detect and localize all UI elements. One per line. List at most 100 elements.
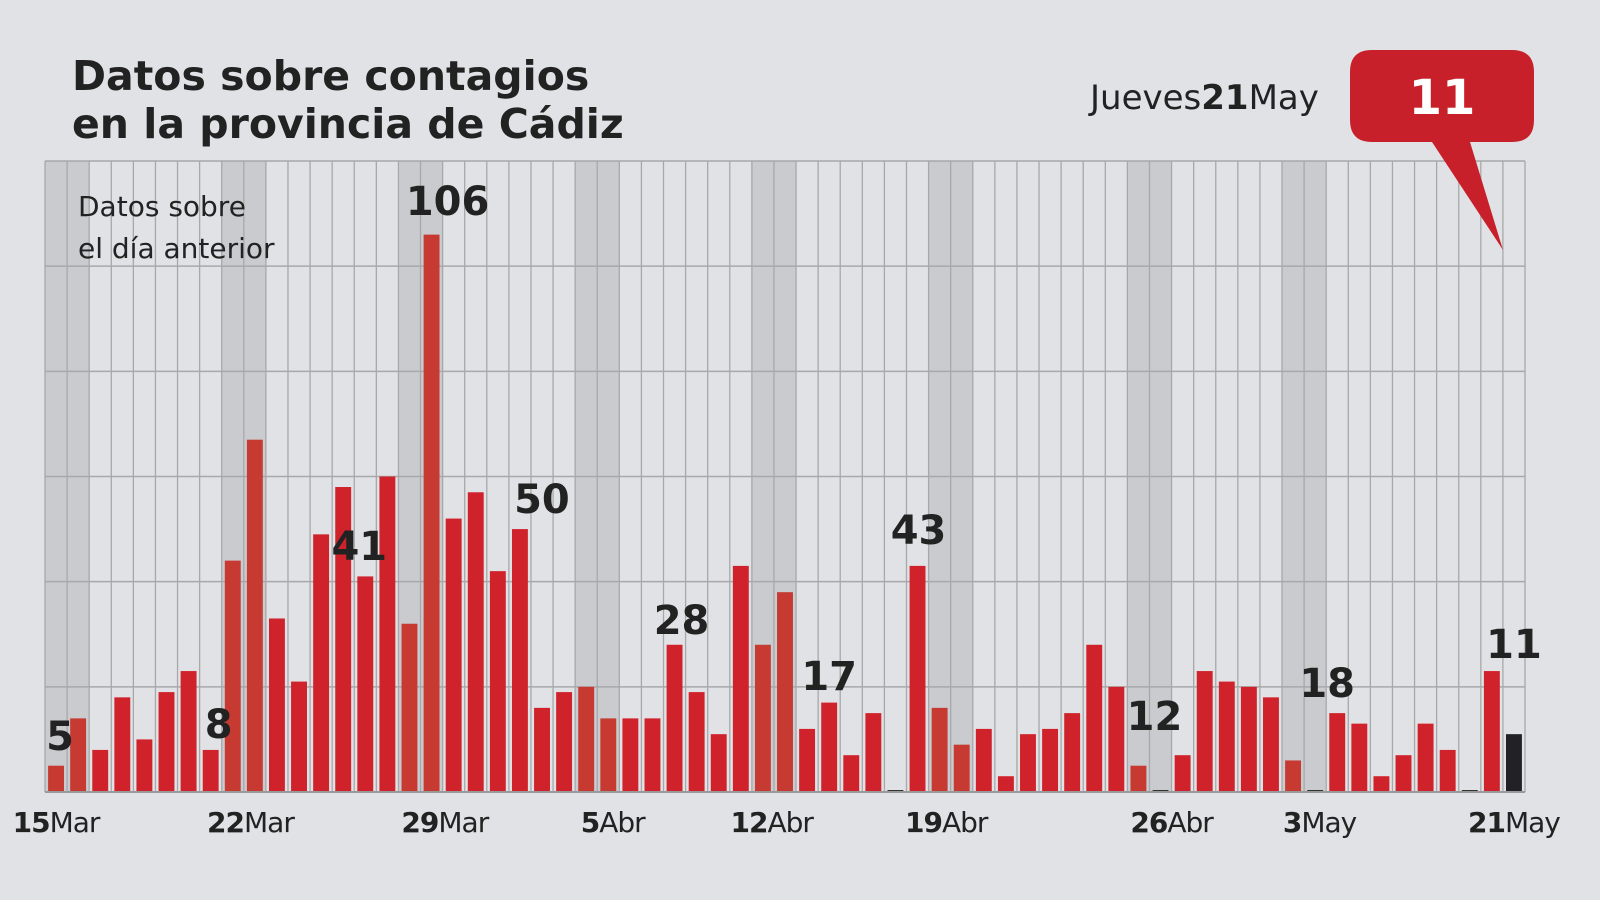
chart-title: Datos sobre contagios en la provincia de… bbox=[72, 52, 624, 148]
bar bbox=[246, 439, 263, 792]
x-tick-label: 26Abr bbox=[1130, 806, 1214, 839]
bar bbox=[688, 692, 705, 792]
tick-month: May bbox=[1505, 806, 1560, 839]
chart-subtitle: Datos sobre el día anterior bbox=[78, 186, 275, 270]
bar bbox=[710, 734, 727, 792]
bar bbox=[1483, 671, 1500, 792]
tick-month: Abr bbox=[768, 806, 815, 839]
data-label: 18 bbox=[1299, 661, 1355, 707]
tick-day: 21 bbox=[1468, 806, 1505, 839]
bar bbox=[467, 492, 484, 792]
bar bbox=[600, 718, 617, 792]
data-label: 12 bbox=[1127, 694, 1183, 740]
bar bbox=[821, 702, 838, 792]
bar bbox=[445, 518, 462, 792]
bar bbox=[578, 686, 595, 792]
bar bbox=[1086, 644, 1103, 792]
bar bbox=[909, 565, 926, 792]
tick-day: 29 bbox=[401, 806, 438, 839]
callout-bubble bbox=[1350, 50, 1534, 250]
dateline-weekday: Jueves bbox=[1090, 78, 1202, 118]
tick-day: 3 bbox=[1283, 806, 1301, 839]
bar bbox=[136, 739, 153, 792]
bar bbox=[1174, 755, 1191, 792]
bar bbox=[1263, 697, 1279, 792]
callout-value: 11 bbox=[1409, 70, 1476, 126]
data-label: 5 bbox=[46, 714, 74, 760]
bar bbox=[754, 644, 771, 792]
bar bbox=[732, 565, 749, 792]
dateline-day: 21 bbox=[1201, 78, 1249, 118]
tick-month: Abr bbox=[942, 806, 989, 839]
x-tick-label: 15Mar bbox=[13, 806, 101, 839]
title-line-1: Datos sobre contagios bbox=[72, 52, 590, 100]
bar bbox=[489, 571, 506, 792]
tick-day: 22 bbox=[207, 806, 244, 839]
bar bbox=[777, 592, 793, 792]
bar bbox=[357, 576, 374, 792]
bar bbox=[335, 487, 352, 792]
data-label: 41 bbox=[331, 524, 387, 570]
bar bbox=[48, 765, 64, 792]
bar bbox=[1506, 734, 1522, 792]
data-label: 8 bbox=[205, 702, 233, 748]
bar bbox=[953, 744, 970, 792]
bar bbox=[401, 623, 418, 792]
bar bbox=[1064, 713, 1081, 792]
bar bbox=[644, 718, 661, 792]
bar bbox=[92, 749, 109, 792]
x-tick-label: 5Abr bbox=[581, 806, 646, 839]
bar bbox=[511, 529, 528, 792]
bar bbox=[379, 476, 396, 792]
bar bbox=[313, 534, 330, 792]
tick-day: 19 bbox=[905, 806, 942, 839]
subtitle-line-1: Datos sobre bbox=[78, 190, 246, 223]
bar bbox=[1042, 728, 1059, 792]
tick-month: Mar bbox=[438, 806, 489, 839]
x-tick-label: 29Mar bbox=[401, 806, 489, 839]
bar bbox=[865, 713, 882, 792]
x-tick-label: 12Abr bbox=[731, 806, 815, 839]
bar bbox=[1130, 765, 1147, 792]
tick-month: May bbox=[1301, 806, 1356, 839]
bar bbox=[180, 671, 197, 792]
bar bbox=[1285, 760, 1302, 792]
bar bbox=[1373, 776, 1390, 792]
bar bbox=[931, 707, 948, 792]
x-tick-label: 21May bbox=[1468, 806, 1560, 839]
bar bbox=[423, 234, 440, 792]
tick-month: Abr bbox=[599, 806, 646, 839]
bar bbox=[1240, 686, 1257, 792]
bar bbox=[1020, 734, 1036, 792]
data-label: 43 bbox=[891, 508, 947, 554]
bar bbox=[997, 776, 1014, 792]
tick-day: 5 bbox=[581, 806, 599, 839]
bar bbox=[556, 692, 573, 792]
bar bbox=[622, 718, 639, 792]
data-label: 11 bbox=[1486, 622, 1542, 668]
bar bbox=[1108, 686, 1125, 792]
bar bbox=[291, 681, 307, 792]
bar bbox=[534, 707, 550, 792]
bar bbox=[158, 692, 175, 792]
data-label: 106 bbox=[406, 179, 490, 225]
bar bbox=[268, 618, 285, 792]
tick-day: 26 bbox=[1130, 806, 1167, 839]
bar bbox=[666, 644, 683, 792]
dateline-month: May bbox=[1248, 78, 1319, 118]
tick-month: Abr bbox=[1167, 806, 1214, 839]
bar bbox=[1329, 713, 1346, 792]
bar bbox=[114, 697, 131, 792]
x-tick-label: 3May bbox=[1283, 806, 1357, 839]
dateline: Jueves21May bbox=[1090, 78, 1319, 118]
data-label: 50 bbox=[514, 477, 570, 523]
title-line-2: en la provincia de Cádiz bbox=[72, 100, 624, 148]
bar bbox=[799, 728, 816, 792]
bar bbox=[843, 755, 860, 792]
tick-day: 12 bbox=[731, 806, 768, 839]
bar bbox=[1218, 681, 1235, 792]
bar bbox=[975, 728, 992, 792]
bar bbox=[202, 749, 219, 792]
data-label: 28 bbox=[654, 598, 710, 644]
